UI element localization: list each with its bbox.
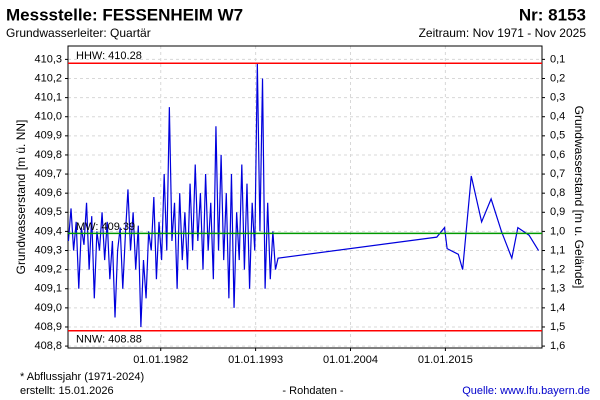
y-tick-label: 409,1 xyxy=(34,283,62,295)
x-tick-label: 01.01.2004 xyxy=(323,354,378,366)
data-line xyxy=(67,63,540,327)
source: Quelle: www.lfu.bayern.de xyxy=(462,385,590,397)
y-tick-label: 408,9 xyxy=(34,321,62,333)
y2-tick-label: 0,8 xyxy=(550,187,565,199)
y2-tick-label: 0,3 xyxy=(550,92,565,104)
y2-tick-label: 0,4 xyxy=(550,111,565,123)
y-tick-label: 409,3 xyxy=(34,244,62,256)
created: erstellt: 15.01.2026 xyxy=(20,385,114,397)
x-tick-label: 01.01.1982 xyxy=(133,354,188,366)
y-tick-label: 409,5 xyxy=(34,206,62,218)
subtitle: Grundwasserleiter: Quartär xyxy=(6,26,151,40)
y2-tick-label: 0,6 xyxy=(550,149,565,161)
reference-label: NNW: 408.88 xyxy=(76,334,142,346)
y2-tick-label: 1,2 xyxy=(550,264,565,276)
y-tick-label: 409,4 xyxy=(34,225,62,237)
y2-tick-label: 1,4 xyxy=(550,302,565,314)
y-axis-label: Grundwasserstand [m ü. NN] xyxy=(14,120,28,275)
note: - Rohdaten - xyxy=(282,385,343,397)
y-tick-label: 410,2 xyxy=(34,72,62,84)
y-tick-label: 410,1 xyxy=(34,92,62,104)
y-tick-label: 408,8 xyxy=(34,340,62,352)
period: Zeitraum: Nov 1971 - Nov 2025 xyxy=(419,26,587,40)
y2-tick-label: 0,2 xyxy=(550,72,565,84)
y-tick-label: 410,3 xyxy=(34,53,62,65)
y-tick-label: 409,9 xyxy=(34,130,62,142)
station-number: Nr: 8153 xyxy=(519,5,586,24)
reference-label: MW: 409.39 xyxy=(76,221,135,233)
reference-label: HHW: 410.28 xyxy=(76,50,142,62)
y2-tick-label: 0,1 xyxy=(550,53,565,65)
y-tick-label: 409,2 xyxy=(34,264,62,276)
plot-frame xyxy=(67,45,543,349)
x-tick-label: 01.01.1993 xyxy=(228,354,283,366)
x-tick-label: 01.01.2015 xyxy=(418,354,473,366)
y2-axis-label: Grundwasserstand [m u. Gelände] xyxy=(572,106,586,289)
footnote: * Abflussjahr (1971-2024) xyxy=(20,371,144,383)
y2-tick-label: 0,7 xyxy=(550,168,565,180)
y-tick-label: 409,0 xyxy=(34,302,62,314)
chart-title: Messstelle: FESSENHEIM W7 xyxy=(6,5,243,24)
y2-tick-label: 1,6 xyxy=(550,340,565,352)
y-tick-label: 409,6 xyxy=(34,187,62,199)
y-tick-label: 410,0 xyxy=(34,111,62,123)
y2-tick-label: 0,9 xyxy=(550,206,565,218)
y2-tick-label: 1,5 xyxy=(550,321,565,333)
y2-tick-label: 0,5 xyxy=(550,130,565,142)
y2-tick-label: 1,1 xyxy=(550,244,565,256)
y-tick-label: 409,7 xyxy=(34,168,62,180)
y-tick-label: 409,8 xyxy=(34,149,62,161)
y2-tick-label: 1,0 xyxy=(550,225,565,237)
y2-tick-label: 1,3 xyxy=(550,283,565,295)
